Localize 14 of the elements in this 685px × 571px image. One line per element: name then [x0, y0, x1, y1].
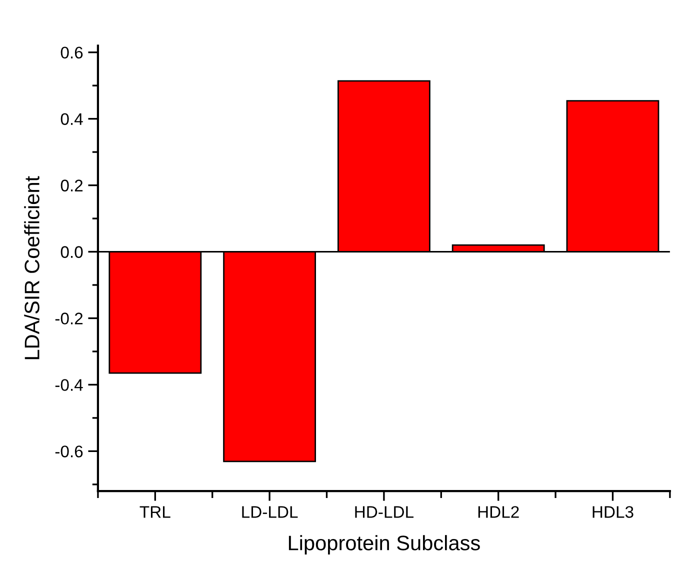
- y-axis-title: LDA/SIR Coefficient: [24, 176, 40, 360]
- x-tick-label: HDL3: [592, 506, 634, 518]
- x-axis-title: Lipoprotein Subclass: [288, 535, 480, 554]
- y-tick-label: -0.4: [55, 379, 83, 391]
- y-tick-label: 0.2: [60, 180, 83, 192]
- y-tick-label: -0.2: [55, 312, 83, 324]
- x-tick-label: TRL: [140, 506, 170, 518]
- y-tick-label: 0.4: [60, 113, 83, 126]
- x-tick-label: HDL2: [478, 506, 519, 518]
- y-tick-label: 0.0: [60, 246, 83, 258]
- y-tick-label: 0.6: [60, 46, 83, 59]
- x-tick-label: LD-LDL: [242, 506, 298, 518]
- x-tick-label: HD-LDL: [355, 506, 414, 518]
- y-tick-label: -0.6: [55, 446, 83, 458]
